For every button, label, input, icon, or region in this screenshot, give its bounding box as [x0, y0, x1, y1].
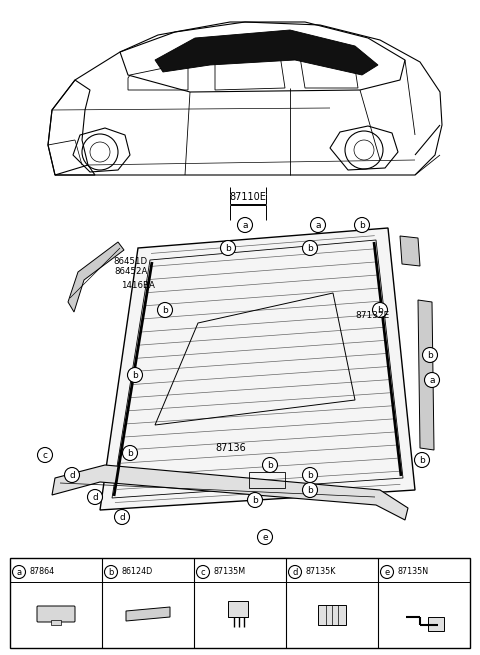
Text: e: e — [262, 533, 268, 542]
Text: a: a — [242, 221, 248, 230]
Text: b: b — [307, 471, 313, 480]
Circle shape — [302, 240, 317, 255]
FancyBboxPatch shape — [228, 601, 248, 617]
Text: 86451D: 86451D — [114, 257, 148, 267]
FancyBboxPatch shape — [10, 558, 470, 648]
Text: 87136: 87136 — [215, 443, 246, 453]
Circle shape — [196, 565, 209, 578]
Circle shape — [311, 217, 325, 233]
Text: b: b — [377, 306, 383, 315]
Circle shape — [157, 303, 172, 318]
Circle shape — [12, 565, 25, 578]
Circle shape — [372, 303, 387, 318]
Polygon shape — [126, 607, 170, 621]
Circle shape — [355, 217, 370, 233]
Text: b: b — [225, 244, 231, 253]
Text: 87135M: 87135M — [214, 567, 246, 576]
Text: b: b — [267, 461, 273, 470]
Text: c: c — [43, 451, 48, 460]
Polygon shape — [155, 30, 378, 75]
FancyBboxPatch shape — [318, 605, 346, 625]
Text: d: d — [69, 471, 75, 480]
Text: 86452A: 86452A — [115, 267, 148, 276]
Circle shape — [257, 529, 273, 544]
Text: e: e — [384, 568, 390, 577]
Polygon shape — [418, 300, 434, 450]
Circle shape — [381, 565, 394, 578]
Text: b: b — [427, 351, 433, 360]
Circle shape — [263, 457, 277, 472]
Text: d: d — [292, 568, 298, 577]
Text: 86124D: 86124D — [122, 567, 153, 576]
Text: a: a — [429, 376, 435, 385]
Text: b: b — [359, 221, 365, 230]
Text: b: b — [108, 568, 114, 577]
Circle shape — [424, 373, 440, 388]
FancyBboxPatch shape — [37, 606, 75, 622]
Circle shape — [128, 367, 143, 383]
Circle shape — [64, 468, 80, 483]
Text: b: b — [307, 244, 313, 253]
Polygon shape — [68, 242, 124, 312]
Text: b: b — [132, 371, 138, 380]
Polygon shape — [100, 228, 415, 510]
Text: b: b — [307, 486, 313, 495]
Polygon shape — [400, 236, 420, 266]
Text: d: d — [119, 513, 125, 522]
Circle shape — [238, 217, 252, 233]
Text: 87135K: 87135K — [306, 567, 336, 576]
Text: b: b — [252, 496, 258, 505]
Circle shape — [248, 493, 263, 508]
Polygon shape — [52, 465, 408, 520]
FancyBboxPatch shape — [51, 620, 61, 625]
Text: a: a — [315, 221, 321, 230]
Circle shape — [302, 468, 317, 483]
Circle shape — [37, 447, 52, 462]
Text: 87132E: 87132E — [355, 310, 389, 320]
Circle shape — [115, 510, 130, 525]
Circle shape — [288, 565, 301, 578]
Circle shape — [87, 489, 103, 504]
Text: b: b — [419, 456, 425, 465]
Text: 87110E: 87110E — [229, 192, 266, 202]
Text: 87135N: 87135N — [398, 567, 429, 576]
Text: 87864: 87864 — [30, 567, 55, 576]
Text: b: b — [162, 306, 168, 315]
Text: a: a — [16, 568, 22, 577]
Text: 1416BA: 1416BA — [121, 280, 155, 290]
Circle shape — [302, 483, 317, 498]
Circle shape — [415, 453, 430, 468]
Circle shape — [122, 445, 137, 460]
Text: d: d — [92, 493, 98, 502]
Text: c: c — [201, 568, 205, 577]
Circle shape — [105, 565, 118, 578]
FancyBboxPatch shape — [428, 617, 444, 631]
Circle shape — [220, 240, 236, 255]
Circle shape — [422, 348, 437, 362]
Text: b: b — [127, 449, 133, 458]
